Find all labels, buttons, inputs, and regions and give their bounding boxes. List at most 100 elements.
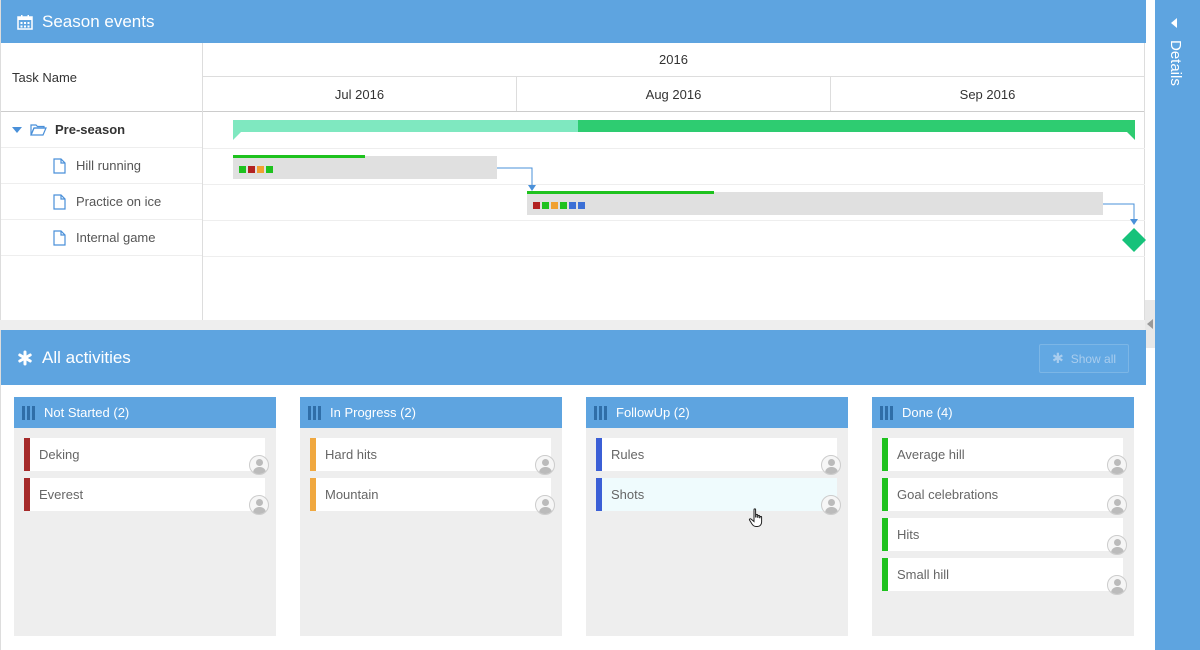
user-avatar-icon[interactable]: [821, 455, 841, 475]
collapse-left-icon: [1147, 319, 1153, 329]
kanban-column-followup: FollowUp (2) Rules Shots: [586, 397, 848, 636]
user-avatar-icon[interactable]: [249, 455, 269, 475]
practice-status-squares: [533, 202, 587, 209]
gantt-timeline: 2016 Jul 2016 Aug 2016 Sep 2016: [203, 43, 1147, 320]
card-label: Small hill: [897, 567, 950, 582]
timeline-year-header: 2016: [203, 43, 1144, 77]
card-label: Everest: [39, 487, 84, 502]
task-card[interactable]: Average hill: [882, 438, 1127, 475]
milestone-internal-game[interactable]: [1121, 227, 1147, 253]
card-label: Rules: [611, 447, 645, 462]
month-column-sep: Sep 2016: [959, 86, 1016, 102]
task-card[interactable]: Goal celebrations: [882, 478, 1127, 515]
status-square: [569, 202, 576, 209]
user-avatar-icon[interactable]: [1107, 455, 1127, 475]
calendar-icon: [17, 14, 33, 30]
task-grid: Task Name Pre-season Hill running Practi…: [1, 43, 203, 320]
column-drag-icon[interactable]: [594, 405, 607, 420]
card-label: Hard hits: [325, 447, 378, 462]
status-square: [239, 166, 246, 173]
document-icon: [53, 193, 66, 210]
task-card[interactable]: Hard hits: [310, 438, 555, 475]
task-card[interactable]: Everest: [24, 478, 269, 515]
timeline-row: [203, 113, 1145, 149]
summary-bar-pre-season[interactable]: [233, 120, 1135, 140]
task-label: Pre-season: [55, 122, 126, 137]
task-row-pre-season[interactable]: Pre-season: [1, 112, 202, 148]
details-label[interactable]: Details: [1167, 40, 1184, 86]
card-color-stripe: [24, 478, 30, 511]
show-all-button[interactable]: ✱ Show all: [1039, 344, 1129, 373]
column-title: Not Started (2): [44, 405, 130, 420]
column-header[interactable]: FollowUp (2): [586, 397, 848, 428]
task-card[interactable]: Deking: [24, 438, 269, 475]
status-square: [248, 166, 255, 173]
task-row-internal-game[interactable]: Internal game: [1, 220, 202, 256]
summary-start-cap: [233, 132, 241, 140]
user-avatar-icon[interactable]: [535, 455, 555, 475]
column-drag-icon[interactable]: [308, 405, 321, 420]
folder-open-icon: [30, 123, 47, 136]
card-label: Shots: [611, 487, 645, 502]
timeline-row: [203, 221, 1145, 257]
month-column-aug: Aug 2016: [517, 77, 831, 111]
activities-header: All activities ✱ Show all: [1, 330, 1146, 385]
task-label: Hill running: [76, 158, 142, 173]
task-card[interactable]: Rules: [596, 438, 841, 475]
activities-panel: All activities ✱ Show all Not Started (2…: [0, 330, 1146, 650]
column-title: Done (4): [902, 405, 953, 420]
card-color-stripe: [882, 518, 888, 551]
panel-divider: [0, 320, 1145, 330]
task-row-hill-running[interactable]: Hill running: [1, 148, 202, 184]
task-bar-hill-running[interactable]: [233, 156, 497, 179]
card-color-stripe: [596, 478, 602, 511]
document-icon: [53, 157, 66, 174]
status-square: [542, 202, 549, 209]
hill-running-status-squares: [239, 166, 275, 173]
user-avatar-icon[interactable]: [821, 495, 841, 515]
column-header[interactable]: Done (4): [872, 397, 1134, 428]
gantt-panel: Season events Task Name Pre-season Hill …: [0, 0, 1147, 320]
timeline-month-header: Jul 2016 Aug 2016 Sep 2016: [203, 77, 1144, 112]
column-drag-icon[interactable]: [22, 405, 35, 420]
task-card[interactable]: Shots: [596, 478, 841, 515]
month-column-jul: Jul 2016: [203, 77, 517, 111]
status-square: [257, 166, 264, 173]
expand-triangle-icon[interactable]: [12, 125, 22, 135]
expand-details-icon[interactable]: [1171, 18, 1177, 28]
collapse-splitter-handle[interactable]: [1145, 300, 1155, 348]
user-avatar-icon[interactable]: [1107, 535, 1127, 555]
status-square: [560, 202, 567, 209]
timeline-row: [203, 185, 1145, 221]
column-header[interactable]: Not Started (2): [14, 397, 276, 428]
status-square: [533, 202, 540, 209]
user-avatar-icon[interactable]: [1107, 575, 1127, 595]
column-header[interactable]: In Progress (2): [300, 397, 562, 428]
task-name-column-header[interactable]: Task Name: [1, 43, 202, 112]
user-avatar-icon[interactable]: [535, 495, 555, 515]
card-label: Hits: [897, 527, 920, 542]
card-color-stripe: [882, 438, 888, 471]
kanban-column-done: Done (4) Average hill Goal celebrations …: [872, 397, 1134, 636]
task-card[interactable]: Hits: [882, 518, 1127, 555]
progress-line-hill-running: [233, 155, 365, 158]
status-square: [578, 202, 585, 209]
hand-pointer-icon: [748, 508, 763, 527]
column-drag-icon[interactable]: [880, 405, 893, 420]
kanban-column-not-started: Not Started (2) Deking Everest: [14, 397, 276, 636]
status-square: [551, 202, 558, 209]
task-row-practice-on-ice[interactable]: Practice on ice: [1, 184, 202, 220]
card-label: Goal celebrations: [897, 487, 999, 502]
task-card[interactable]: Small hill: [882, 558, 1127, 595]
task-label: Internal game: [76, 230, 156, 245]
user-avatar-icon[interactable]: [249, 495, 269, 515]
task-card[interactable]: Mountain: [310, 478, 555, 515]
details-panel[interactable]: Details: [1155, 0, 1200, 650]
gantt-header: Season events: [1, 0, 1146, 43]
card-color-stripe: [596, 438, 602, 471]
user-avatar-icon[interactable]: [1107, 495, 1127, 515]
status-square: [266, 166, 273, 173]
column-title: FollowUp (2): [616, 405, 690, 420]
card-color-stripe: [882, 478, 888, 511]
task-bar-practice-on-ice[interactable]: [527, 192, 1103, 215]
